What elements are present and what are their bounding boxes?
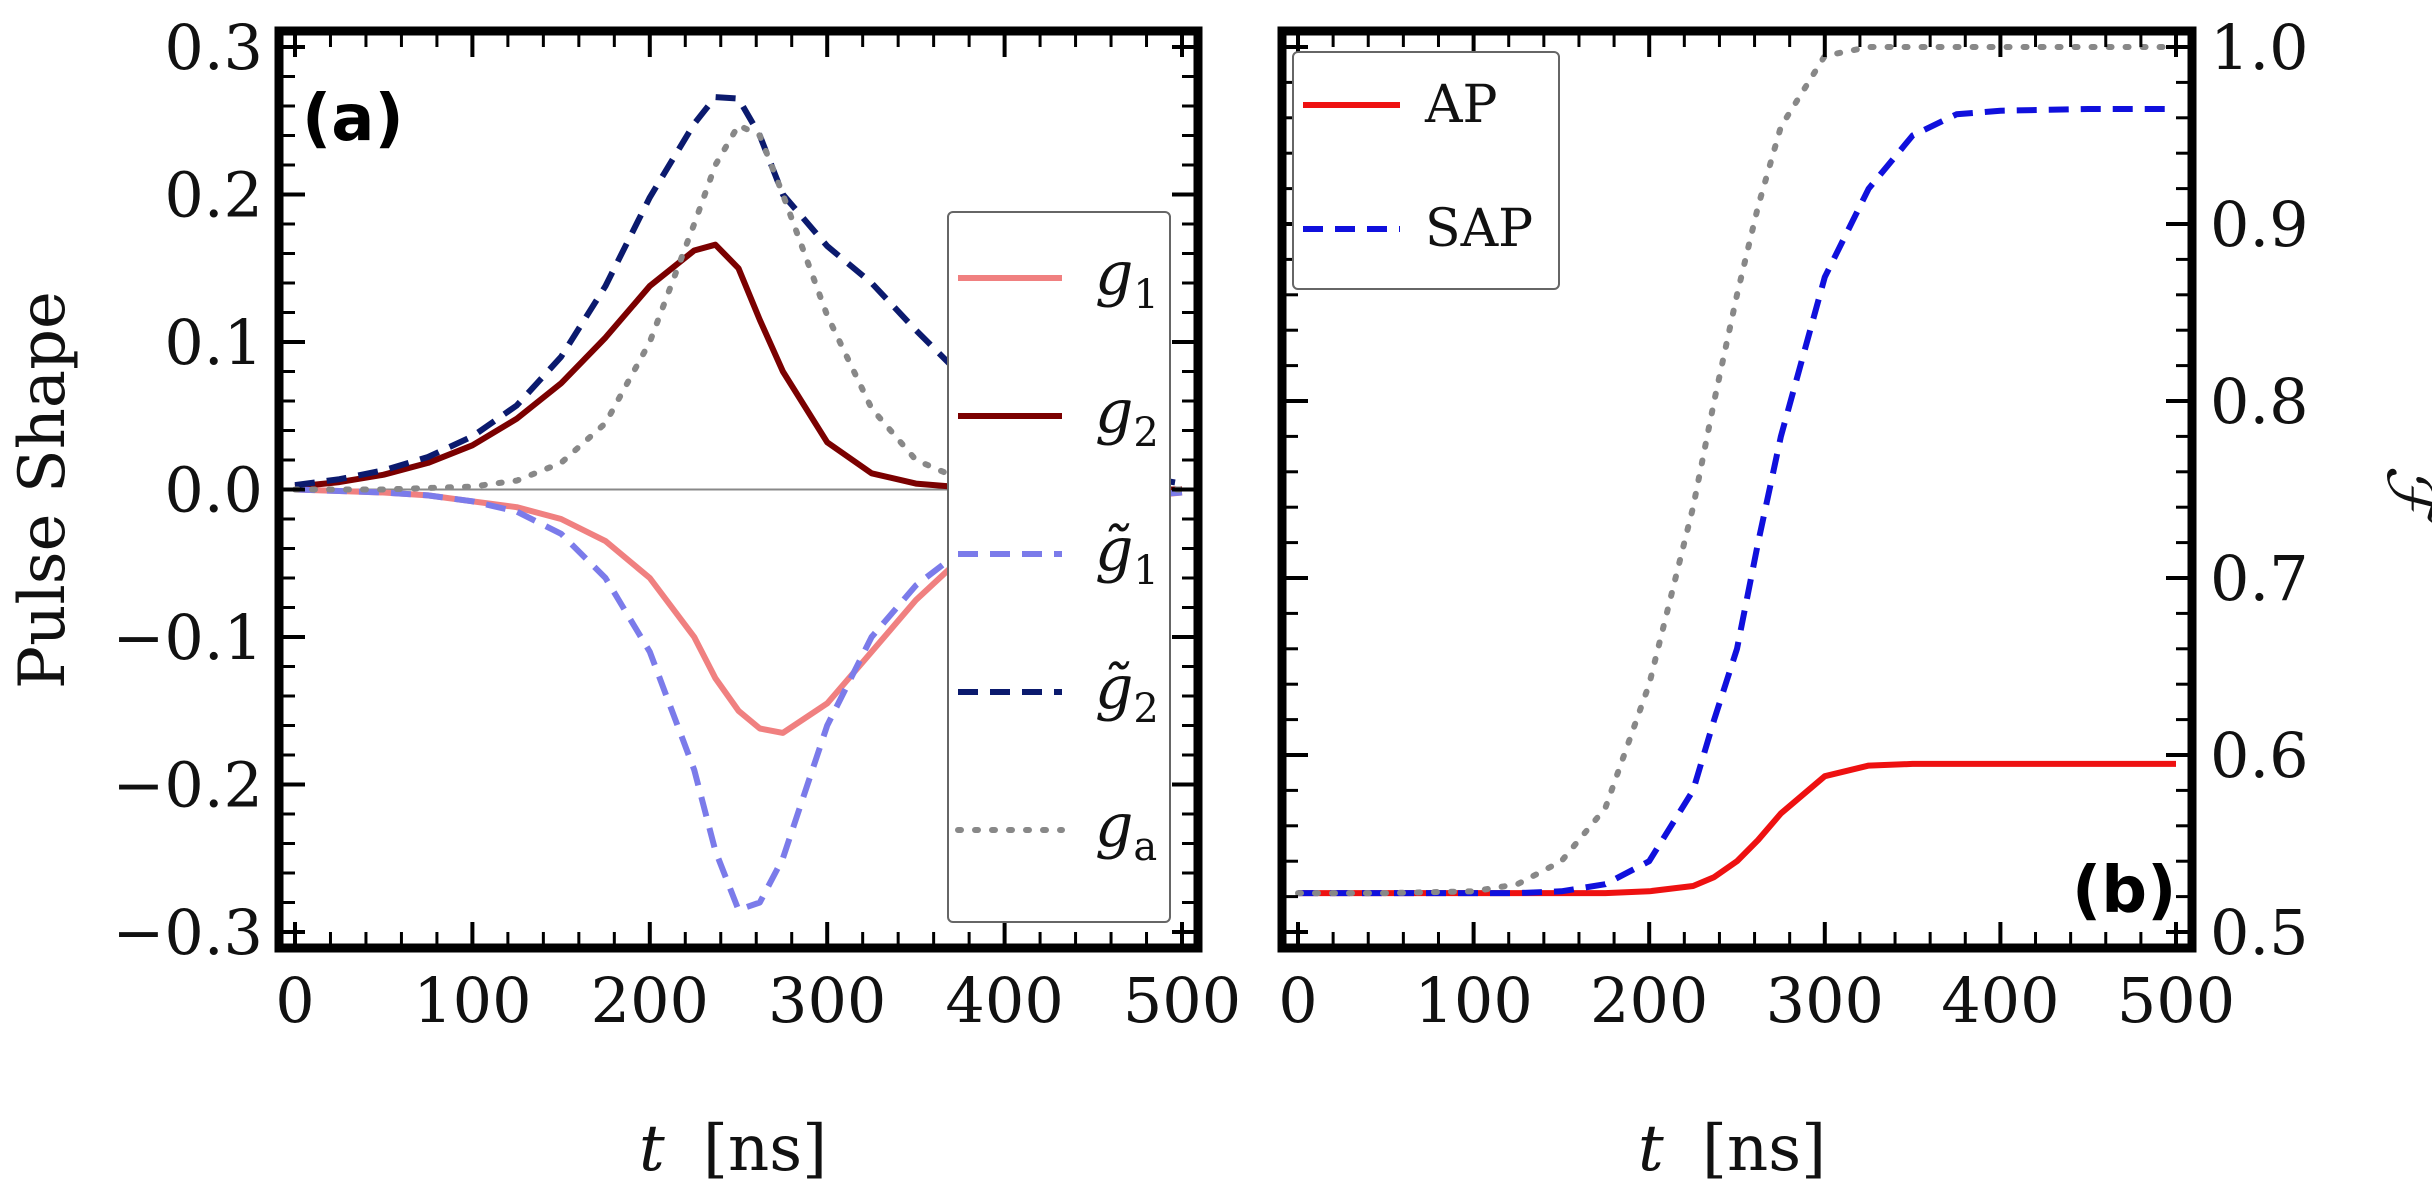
panel-a-y-axis-title: Pulse Shape xyxy=(6,291,80,689)
x-tick-label: 400 xyxy=(1941,964,2059,1037)
y-tick-label: 0.8 xyxy=(2210,365,2309,438)
panel-b-label: (b) xyxy=(2072,854,2176,928)
panel-a-legend: g1 g2 g̃1 g̃2 ga xyxy=(947,211,1171,923)
series-line-b-2 xyxy=(1295,44,2179,897)
y-tick-label: 0.2 xyxy=(164,159,263,232)
series-line-b-0 xyxy=(1298,760,2176,897)
y-tick-label: −0.1 xyxy=(112,601,263,674)
x-tick-label: 300 xyxy=(1766,964,1884,1037)
y-tick-label: 0.0 xyxy=(164,454,263,527)
legend-label-b-1: SAP xyxy=(1425,199,1533,259)
panel-a-x-axis-title: t [ns] xyxy=(639,1112,827,1186)
y-tick-label: 1.0 xyxy=(2210,11,2309,84)
panel-a-legend-box xyxy=(947,211,1171,923)
legend-label-a-2: g̃1 xyxy=(1095,515,1159,594)
x-tick-label: 300 xyxy=(768,964,886,1037)
y-tick-label: −0.3 xyxy=(112,896,263,969)
y-tick-label: 0.1 xyxy=(164,306,263,379)
y-tick-label: 0.7 xyxy=(2210,542,2309,615)
panel-b-x-var: t xyxy=(1638,1112,1664,1186)
legend-label-b-0: AP xyxy=(1424,75,1498,135)
y-tick-label: −0.2 xyxy=(112,749,263,822)
panel-a-label: (a) xyxy=(302,82,404,156)
x-tick-label: 500 xyxy=(2117,964,2235,1037)
legend-label-a-3: g̃2 xyxy=(1095,653,1159,732)
panel-b-x-unit: [ns] xyxy=(1702,1112,1826,1186)
panel-b-frame xyxy=(1277,26,2197,953)
panel-b-x-axis-title: t [ns] xyxy=(1638,1112,1826,1186)
y-tick-label: 0.9 xyxy=(2210,188,2309,261)
panel-a-frame xyxy=(274,26,1203,953)
x-tick-label: 200 xyxy=(1590,964,1708,1037)
x-tick-label: 200 xyxy=(591,964,709,1037)
panel-b-legend: AP SAP xyxy=(1292,51,1560,290)
legend-label-a-4: ga xyxy=(1095,791,1157,870)
x-tick-label: 400 xyxy=(945,964,1063,1037)
panel-b-y-axis-title: ℱ xyxy=(2372,465,2432,526)
x-tick-label: 0 xyxy=(275,964,314,1037)
y-tick-label: 0.6 xyxy=(2210,719,2309,792)
y-tick-label: 0.5 xyxy=(2210,896,2309,969)
legend-label-a-0: g1 xyxy=(1095,239,1159,318)
y-tick-label: 0.3 xyxy=(164,11,263,84)
panel-a: 0 100 200 300 400 500 −0.3 −0.2 −0.1 0.0 0.1 0.2 0.3… xyxy=(6,11,1241,1186)
x-tick-label: 500 xyxy=(1123,964,1241,1037)
panel-a-x-var: t xyxy=(639,1112,665,1186)
x-tick-label: 100 xyxy=(413,964,531,1037)
x-tick-label: 0 xyxy=(1278,964,1317,1037)
series-line-b-1 xyxy=(1298,106,2176,897)
panel-b-legend-box xyxy=(1292,51,1560,290)
legend-label-a-1: g2 xyxy=(1095,377,1159,456)
x-tick-label: 100 xyxy=(1414,964,1532,1037)
panel-a-x-unit: [ns] xyxy=(703,1112,827,1186)
